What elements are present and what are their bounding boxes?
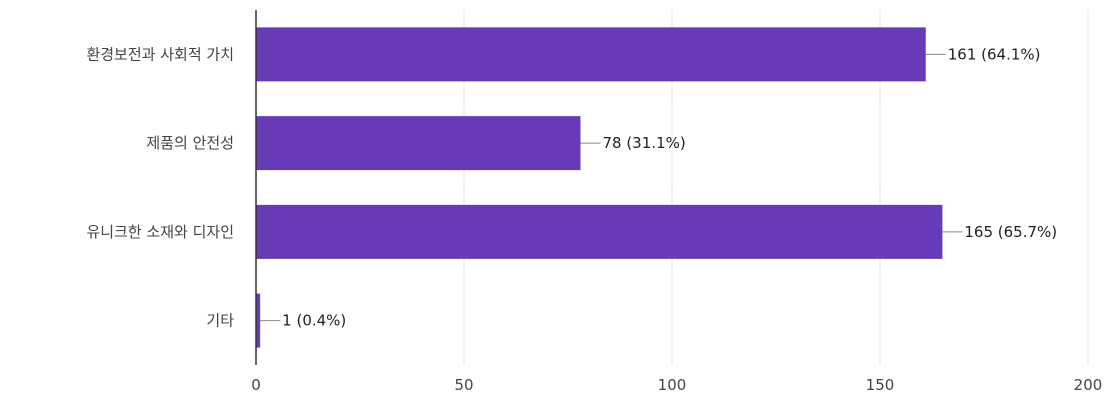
category-label: 기타 [206,312,234,330]
data-label: 78 (31.1%) [602,134,685,152]
bar [256,27,926,82]
x-tick-label: 200 [1074,376,1103,394]
bar [256,204,943,259]
x-tick-label: 50 [454,376,473,394]
x-tick-label: 150 [866,376,895,394]
x-tick-labels: 0 50 100 150 200 [251,376,1102,394]
category-label: 환경보전과 사회적 가치 [86,45,234,63]
category-label: 제품의 안전성 [146,134,234,152]
category-label: 유니크한 소재와 디자인 [86,223,234,241]
bar [256,293,261,348]
label-connectors [260,53,963,322]
x-tick-label: 100 [658,376,687,394]
bars [256,27,943,348]
data-label: 161 (64.1%) [948,45,1041,63]
data-label: 165 (65.7%) [964,223,1057,241]
x-tick-label: 0 [251,376,261,394]
data-label: 1 (0.4%) [282,312,346,330]
bar [256,116,581,171]
data-labels: 161 (64.1%) 78 (31.1%) 165 (65.7%) 1 (0.4%) [282,45,1057,329]
